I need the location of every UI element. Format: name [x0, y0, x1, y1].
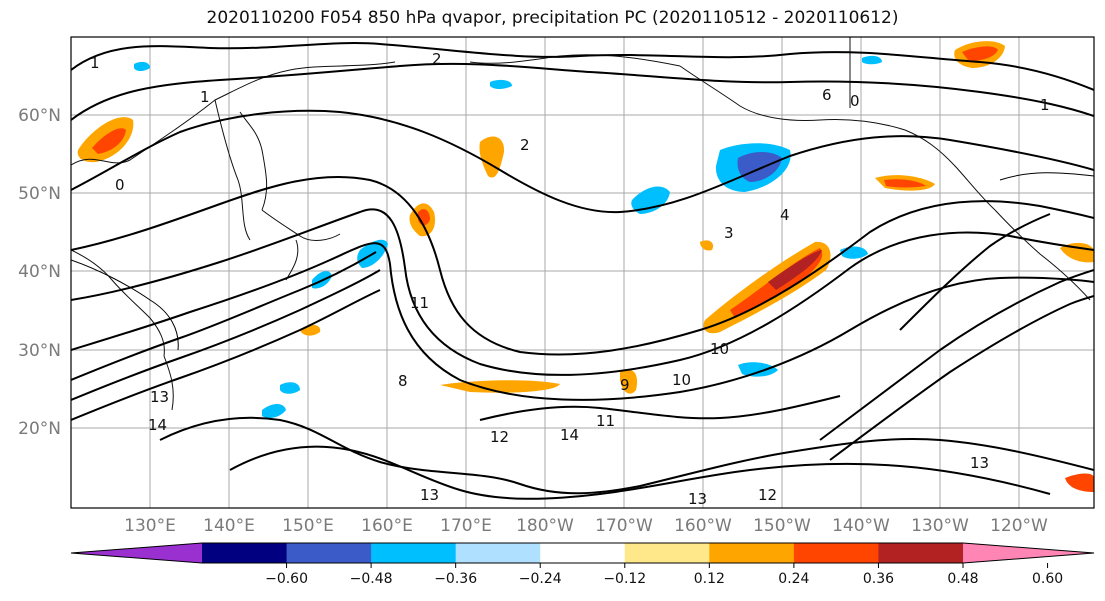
colorbar-block [793, 543, 879, 563]
contour-label: 1 [200, 88, 210, 106]
map-panel: 1 2 1 0 2 4 3 6 10 11 13 14 12 13 10 11 … [71, 37, 1094, 508]
colorbar-block [540, 543, 626, 563]
contour-label: 13 [150, 388, 169, 406]
colorbar-tick-label: −0.24 [519, 571, 562, 587]
lat-label: 30°N [18, 341, 61, 361]
contour-label: 10 [710, 340, 729, 358]
lon-label: 170°E [440, 516, 492, 536]
colorbar-block [202, 543, 288, 563]
lon-label: 170°W [595, 516, 653, 536]
contour-label: 14 [148, 416, 167, 434]
lat-label: 40°N [18, 262, 61, 282]
contour-label: 13 [688, 490, 707, 508]
contour-label: 6 [822, 86, 832, 104]
contour-label: 11 [410, 294, 429, 312]
contour-label: 13 [420, 486, 439, 504]
contour-label: 2 [432, 50, 442, 68]
contour-label: 11 [596, 412, 615, 430]
lon-label: 180°W [516, 516, 574, 536]
lon-label: 160°W [674, 516, 732, 536]
colorbar-block [286, 543, 372, 563]
colorbar-tick-label: −0.60 [265, 571, 308, 587]
map-border [70, 36, 1095, 509]
lon-label: 140°E [203, 516, 255, 536]
longitude-labels: 130°E 140°E 150°E 160°E 170°E 180°W 170°… [124, 516, 1048, 536]
lat-label: 50°N [18, 184, 61, 204]
colorbar-ticks: −0.60 −0.48 −0.36 −0.24 −0.12 0.12 0.24 0.36 0.4… [265, 563, 1063, 587]
precipitation-shading [77, 41, 1094, 492]
contour-label: 10 [672, 371, 691, 389]
contour-label: 4 [780, 206, 790, 224]
colorbar-tick-label: 0.48 [947, 571, 978, 587]
colorbar-block [709, 543, 795, 563]
colorbar-tick-label: 0.60 [1032, 571, 1063, 587]
contour-label: 14 [560, 426, 579, 444]
contour-label: 0 [115, 176, 125, 194]
lon-label: 130°E [124, 516, 176, 536]
colorbar-outline [70, 542, 1095, 564]
colorbar-extend-low [71, 543, 202, 563]
colorbar-tick-label: −0.36 [434, 571, 477, 587]
contour-label: 9 [620, 376, 630, 394]
contour-label: 8 [398, 372, 408, 390]
colorbar-tick-label: −0.48 [350, 571, 393, 587]
colorbar-blocks [70, 542, 1095, 564]
map-title: 2020110200 F054 850 hPa qvapor, precipit… [206, 8, 899, 28]
contour-label: 3 [724, 224, 734, 242]
contour-label: 1 [1040, 96, 1050, 114]
lon-label: 120°W [990, 516, 1048, 536]
lon-label: 140°W [832, 516, 890, 536]
contour-label: 1 [90, 54, 100, 72]
colorbar-tick-label: −0.12 [603, 571, 646, 587]
contour-labels: 1 2 1 0 2 4 3 6 10 11 13 14 12 13 10 11 … [90, 50, 1050, 508]
contour-label: 12 [758, 486, 777, 504]
zero-contours [71, 172, 1094, 351]
latitude-labels: 60°N 50°N 40°N 30°N 20°N [18, 106, 61, 439]
colorbar: −0.60 −0.48 −0.36 −0.24 −0.12 0.12 0.24 0.36 0.4… [70, 542, 1095, 587]
contour-label: 12 [490, 428, 509, 446]
lon-label: 130°W [911, 516, 969, 536]
lon-label: 150°W [753, 516, 811, 536]
contour-label: 2 [520, 136, 530, 154]
colorbar-tick-label: 0.36 [863, 571, 894, 587]
colorbar-block [878, 543, 964, 563]
colorbar-block [371, 543, 457, 563]
colorbar-block [624, 543, 710, 563]
lat-label: 20°N [18, 419, 61, 439]
lon-label: 160°E [361, 516, 413, 536]
lat-label: 60°N [18, 106, 61, 126]
colorbar-block [455, 543, 541, 563]
colorbar-extend-high [963, 543, 1094, 563]
vapor-contours [71, 42, 1094, 500]
lon-label: 150°E [282, 516, 334, 536]
colorbar-tick-label: 0.12 [694, 571, 725, 587]
graticule [71, 37, 1094, 508]
contour-label: 13 [970, 454, 989, 472]
contour-label: 0 [850, 92, 860, 110]
colorbar-tick-label: 0.24 [778, 571, 809, 587]
